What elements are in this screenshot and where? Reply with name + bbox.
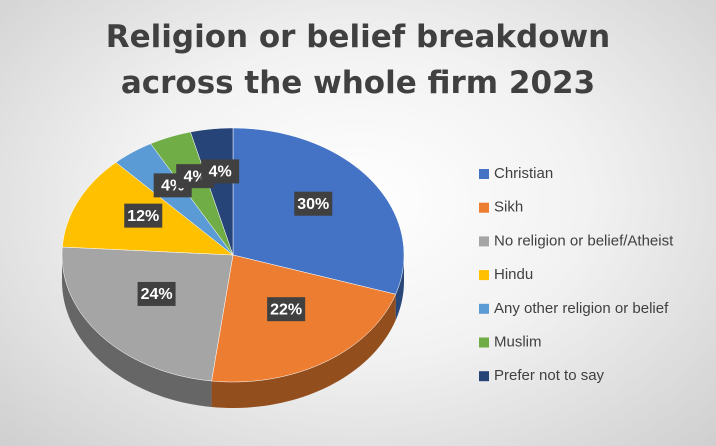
- data-label: 24%: [141, 286, 173, 303]
- slice: [150, 131, 234, 256]
- data-label: 12%: [127, 208, 159, 225]
- slice: [115, 143, 234, 256]
- legend-label: Christian: [494, 165, 553, 182]
- legend-marker: [479, 202, 489, 213]
- data-label-bg: [267, 297, 306, 322]
- legend-marker: [479, 270, 489, 281]
- legend-label: No religion or belief/Atheist: [494, 232, 674, 249]
- data-label-bg: [201, 159, 240, 184]
- legend-marker: [479, 303, 489, 314]
- data-label: 4%: [209, 164, 232, 181]
- data-label: 4%: [184, 168, 207, 185]
- legend-label: Prefer not to say: [494, 367, 605, 384]
- legend-label: Muslim: [494, 333, 542, 350]
- legend-marker: [479, 236, 489, 247]
- legend-marker: [479, 337, 489, 348]
- slice-side: [62, 255, 212, 407]
- data-label-bg: [294, 191, 333, 216]
- data-label-bg: [137, 281, 176, 306]
- legend-label: Hindu: [494, 266, 533, 283]
- chart-title: Religion or belief breakdown across the …: [105, 19, 611, 101]
- legend-label: Sikh: [494, 199, 523, 216]
- slice-side: [211, 294, 396, 408]
- data-label: 22%: [270, 301, 302, 318]
- legend-marker: [479, 371, 489, 382]
- data-label-bg: [124, 203, 163, 228]
- legend-marker: [479, 169, 489, 179]
- slice-side: [395, 255, 404, 321]
- legend-label: Any other religion or belief: [494, 300, 669, 317]
- data-label: 30%: [297, 196, 329, 213]
- slice: [61, 246, 234, 382]
